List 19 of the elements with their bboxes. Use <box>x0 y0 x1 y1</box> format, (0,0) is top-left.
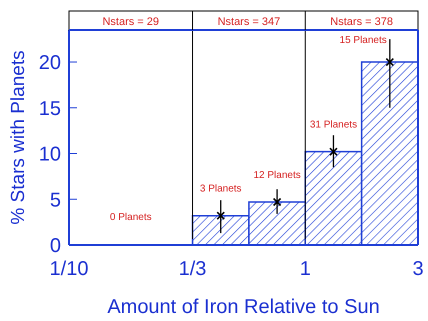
annotation: 0 Planets <box>110 212 152 223</box>
annotation: 15 Planets <box>340 35 387 46</box>
text: Nstars = 378 <box>330 16 393 28</box>
y-tick-label: 0 <box>50 235 61 258</box>
x-axis-title: Amount of Iron Relative to Sun <box>107 296 380 318</box>
x-tick-label: 3 <box>412 258 424 280</box>
x-tick-label: 1/3 <box>178 258 206 280</box>
y-tick-label: 5 <box>50 189 61 212</box>
annotation: 31 Planets <box>310 120 358 131</box>
x-tick-label: 1/10 <box>50 258 88 280</box>
annotation: 12 Planets <box>253 170 301 181</box>
text: Nstars = 29 <box>102 16 160 28</box>
y-axis-title: % Stars with Planets <box>8 50 29 225</box>
y-tick-label: 20 <box>38 52 61 74</box>
x-tick-label: 1 <box>300 258 311 280</box>
text: Nstars = 347 <box>218 16 280 28</box>
y-tick-label: 15 <box>38 98 61 120</box>
y-tick-label: 10 <box>38 144 61 166</box>
annotation: 3 Planets <box>200 184 242 195</box>
